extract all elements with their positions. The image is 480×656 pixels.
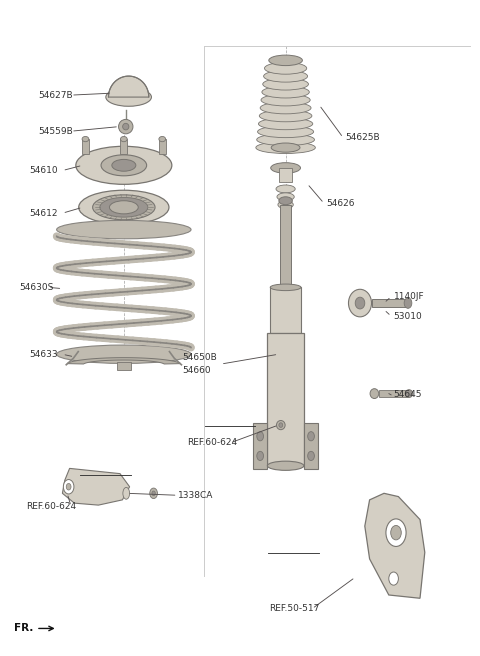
Ellipse shape (271, 163, 300, 173)
Ellipse shape (79, 190, 169, 224)
Text: REF.60-624: REF.60-624 (187, 438, 237, 447)
Ellipse shape (270, 284, 301, 291)
Text: 54630S: 54630S (19, 283, 54, 292)
Ellipse shape (82, 136, 89, 142)
Ellipse shape (63, 480, 74, 494)
Ellipse shape (123, 487, 130, 499)
Ellipse shape (404, 298, 412, 308)
Ellipse shape (66, 483, 71, 490)
Ellipse shape (152, 491, 156, 496)
Polygon shape (67, 358, 181, 364)
Ellipse shape (348, 289, 372, 317)
Ellipse shape (259, 110, 312, 122)
Ellipse shape (256, 142, 315, 154)
Bar (120, 139, 127, 154)
Polygon shape (253, 423, 267, 469)
Polygon shape (304, 423, 318, 469)
Bar (270, 287, 301, 333)
Ellipse shape (279, 423, 283, 428)
Ellipse shape (263, 78, 309, 90)
Text: 54612: 54612 (29, 209, 57, 218)
Text: 54627B: 54627B (38, 91, 73, 100)
Ellipse shape (308, 451, 314, 461)
Ellipse shape (278, 201, 293, 209)
Bar (379, 390, 408, 397)
Text: 54626: 54626 (326, 199, 355, 208)
Polygon shape (62, 468, 130, 505)
Text: FR.: FR. (14, 623, 34, 634)
Text: 54660: 54660 (182, 366, 211, 375)
Ellipse shape (370, 388, 379, 398)
Ellipse shape (264, 70, 308, 82)
Ellipse shape (119, 119, 133, 134)
Ellipse shape (106, 88, 152, 106)
Ellipse shape (109, 201, 138, 214)
Ellipse shape (276, 420, 285, 430)
Text: 54559B: 54559B (38, 127, 73, 136)
Polygon shape (108, 76, 149, 97)
Ellipse shape (277, 193, 294, 201)
Bar (82, 139, 89, 154)
Ellipse shape (279, 197, 292, 205)
Ellipse shape (262, 86, 309, 98)
Bar (279, 168, 292, 182)
Text: 54645: 54645 (394, 390, 422, 400)
Text: 54625B: 54625B (346, 133, 380, 142)
Ellipse shape (76, 146, 172, 184)
Ellipse shape (271, 143, 300, 152)
Bar (267, 333, 304, 466)
Ellipse shape (257, 432, 264, 441)
Ellipse shape (258, 126, 313, 138)
Ellipse shape (355, 297, 365, 309)
Ellipse shape (386, 519, 406, 546)
Ellipse shape (100, 197, 148, 217)
Ellipse shape (267, 461, 304, 470)
Ellipse shape (261, 94, 310, 106)
Bar (159, 139, 166, 154)
Text: 1140JF: 1140JF (394, 292, 424, 301)
Text: 1338CA: 1338CA (178, 491, 213, 500)
Ellipse shape (264, 62, 307, 74)
Ellipse shape (159, 136, 166, 142)
Ellipse shape (260, 102, 311, 114)
Ellipse shape (257, 134, 314, 146)
Ellipse shape (389, 572, 398, 585)
Ellipse shape (258, 118, 313, 130)
Ellipse shape (150, 488, 157, 499)
Text: REF.50-517: REF.50-517 (269, 604, 319, 613)
Ellipse shape (57, 220, 191, 239)
Ellipse shape (276, 185, 295, 193)
Text: 54633: 54633 (29, 350, 58, 359)
Ellipse shape (101, 155, 147, 176)
Text: 53010: 53010 (394, 312, 422, 321)
Ellipse shape (257, 451, 264, 461)
Ellipse shape (112, 159, 136, 171)
Ellipse shape (93, 195, 155, 220)
Text: 54650B: 54650B (182, 353, 217, 362)
Bar (372, 299, 408, 307)
Ellipse shape (123, 123, 129, 130)
Polygon shape (365, 493, 425, 598)
Ellipse shape (120, 136, 127, 142)
Text: REF.60-624: REF.60-624 (26, 502, 76, 511)
Ellipse shape (57, 345, 191, 363)
Ellipse shape (405, 390, 413, 398)
Ellipse shape (308, 432, 314, 441)
Ellipse shape (269, 55, 302, 66)
Ellipse shape (391, 525, 401, 540)
Bar (280, 205, 291, 289)
Bar (117, 362, 131, 370)
Text: 54610: 54610 (29, 166, 58, 175)
